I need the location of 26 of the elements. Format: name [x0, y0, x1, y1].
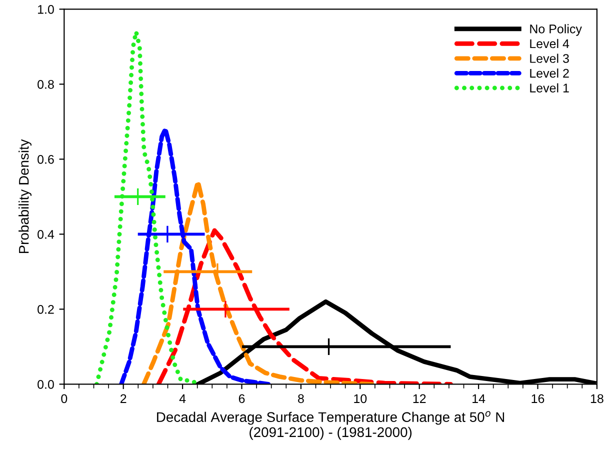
y-axis-title: Probability Density [18, 139, 32, 254]
legend-label: Level 1 [530, 83, 569, 92]
y-tick-label: 0.4 [38, 230, 54, 239]
x-tick-label: 0 [61, 394, 68, 404]
x-tick-label: 10 [354, 394, 367, 404]
x-tick-label: 6 [238, 394, 245, 404]
text: Decadal Average Surface Temperature Change at 50$^{o}$ N (2091-2100) - (1981-2000) [157, 411, 504, 440]
legend-label: Level 2 [530, 68, 569, 78]
line-series [142, 179, 374, 384]
line-series [156, 228, 453, 384]
y-tick-label: 0.2 [38, 304, 54, 314]
y-tick-label: 0.6 [38, 154, 54, 164]
y-tick-label: 0.0 [38, 380, 54, 389]
y-tick-label: 0.8 [38, 80, 54, 89]
x-tick-label: 16 [532, 394, 544, 404]
x-tick-label: 4 [179, 394, 186, 403]
legend-label: No Policy [530, 24, 582, 36]
legend-label: Level 4 [530, 38, 570, 48]
x-tick-label: 2 [120, 394, 126, 403]
x-tick-label: 8 [298, 394, 304, 404]
y-tick-label: 1.0 [38, 4, 54, 14]
x-tick-label: 12 [413, 394, 426, 403]
x-tick-label: 18 [590, 394, 604, 404]
line-series [119, 126, 271, 384]
legend-label: Level 3 [530, 54, 569, 63]
x-tick-label: 14 [472, 394, 486, 403]
